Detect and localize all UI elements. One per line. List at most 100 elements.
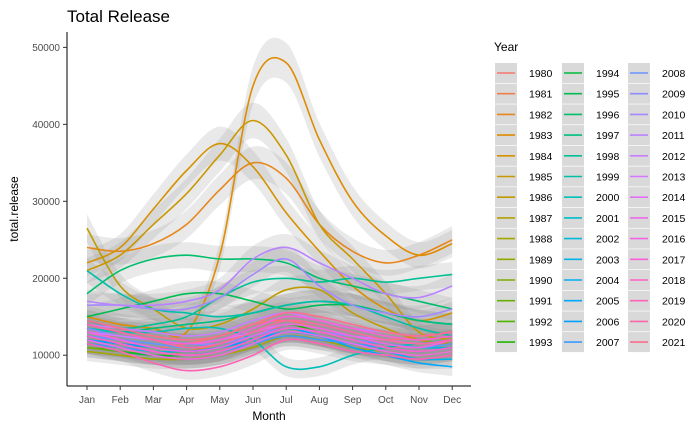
legend-label: 1997 xyxy=(596,130,620,142)
legend-label: 1998 xyxy=(596,151,620,163)
legend-label: 2001 xyxy=(596,213,620,225)
x-tick-label: Jul xyxy=(280,395,293,406)
legend-label: 1983 xyxy=(529,130,553,142)
legend-item-1983: 1983 xyxy=(495,125,553,146)
series-line-2015 xyxy=(86,331,453,360)
legend-item-2006: 2006 xyxy=(562,311,620,332)
y-tick-label: 40000 xyxy=(32,120,60,131)
legend-label: 1980 xyxy=(529,68,553,80)
y-tick-label: 20000 xyxy=(32,274,60,285)
legend-item-2020: 2020 xyxy=(628,311,686,332)
y-tick-label: 30000 xyxy=(32,197,60,208)
legend-label: 1993 xyxy=(529,337,553,349)
band-1996 xyxy=(87,242,453,321)
legend-item-1994: 1994 xyxy=(562,63,620,83)
legend-label: 2006 xyxy=(596,316,620,328)
series-line-2016 xyxy=(86,323,453,353)
x-tick-label: Nov xyxy=(410,395,428,406)
band-2015 xyxy=(87,321,453,369)
legend-item-2013: 2013 xyxy=(628,166,686,187)
x-tick-label: Apr xyxy=(179,395,195,406)
legend-label: 1987 xyxy=(529,213,553,225)
legend-item-1984: 1984 xyxy=(495,145,553,166)
series-line-2011 xyxy=(86,246,453,307)
legend-label: 2014 xyxy=(662,192,686,204)
series-line-2010 xyxy=(86,258,453,318)
legend-label: 1989 xyxy=(529,254,553,266)
legend-label: 1981 xyxy=(529,89,553,101)
legend-item-2010: 2010 xyxy=(628,104,686,125)
series-line-2019 xyxy=(86,338,453,372)
legend-label: 1982 xyxy=(529,109,553,121)
legend-item-2018: 2018 xyxy=(628,270,686,290)
legend-label: 1985 xyxy=(529,172,553,184)
legend-item-1997: 1997 xyxy=(562,125,620,146)
series-line-2018 xyxy=(86,327,453,357)
band-1984 xyxy=(87,126,453,332)
legend-label: 1996 xyxy=(596,109,620,121)
legend-item-2019: 2019 xyxy=(628,290,686,311)
legend-item-2002: 2002 xyxy=(562,228,620,249)
legend-label: 2008 xyxy=(662,68,686,80)
legend-label: 1991 xyxy=(529,296,553,308)
x-tick-label: Aug xyxy=(311,395,329,406)
legend-item-1992: 1992 xyxy=(495,311,553,332)
legend-label: 1988 xyxy=(529,234,553,246)
legend-label: 2018 xyxy=(662,275,686,287)
legend-label: 2017 xyxy=(662,254,686,266)
legend-item-2017: 2017 xyxy=(628,249,686,270)
legend-label: 2002 xyxy=(596,234,620,246)
x-tick-label: Feb xyxy=(112,395,130,406)
legend-label: 2005 xyxy=(596,296,620,308)
x-tick-label: Dec xyxy=(443,395,461,406)
legend-item-1986: 1986 xyxy=(495,187,553,208)
x-axis-title: Month xyxy=(252,409,285,423)
series-lines xyxy=(86,56,453,372)
band-1982 xyxy=(87,146,453,276)
legend-item-2004: 2004 xyxy=(562,270,620,290)
legend-label: 1992 xyxy=(529,316,553,328)
x-tick-label: Sep xyxy=(344,395,362,406)
legend-label: 1984 xyxy=(529,151,553,163)
legend-label: 2009 xyxy=(662,89,686,101)
series-line-2021 xyxy=(86,311,453,341)
y-axis-title: total.release xyxy=(7,176,21,242)
series-line-1982 xyxy=(86,161,453,264)
legend-label: 2016 xyxy=(662,234,686,246)
band-1985 xyxy=(87,102,453,350)
x-tick-label: Jun xyxy=(245,395,261,406)
legend-item-1981: 1981 xyxy=(495,83,553,104)
legend-item-1987: 1987 xyxy=(495,207,553,228)
legend-label: 1986 xyxy=(529,192,553,204)
legend-item-1998: 1998 xyxy=(562,145,620,166)
legend-item-1985: 1985 xyxy=(495,166,553,187)
legend-label: 2000 xyxy=(596,192,620,204)
legend-label: 2011 xyxy=(662,130,685,142)
legend-label: 2019 xyxy=(662,296,686,308)
legend-label: 2020 xyxy=(662,316,686,328)
legend-label: 2007 xyxy=(596,337,620,349)
x-tick-label: Mar xyxy=(145,395,163,406)
legend-item-2011: 2011 xyxy=(628,125,685,146)
band-1989 xyxy=(87,321,453,369)
legend-item-2009: 2009 xyxy=(628,83,686,104)
legend-item-2001: 2001 xyxy=(562,207,620,228)
legend-label: 2013 xyxy=(662,172,686,184)
band-2011 xyxy=(87,234,453,318)
legend-label: 1994 xyxy=(596,68,620,80)
axes xyxy=(66,32,471,387)
legend-item-2003: 2003 xyxy=(562,249,620,270)
legend-label: 1990 xyxy=(529,275,553,287)
legend-item-2014: 2014 xyxy=(628,187,686,208)
legend-label: 1995 xyxy=(596,89,620,101)
legend-item-1989: 1989 xyxy=(495,249,553,270)
legend-item-2012: 2012 xyxy=(628,145,686,166)
y-tick-label: 50000 xyxy=(32,43,60,54)
legend-item-1996: 1996 xyxy=(562,104,620,125)
legend-item-1991: 1991 xyxy=(495,290,553,311)
legend-label: 2015 xyxy=(662,213,686,225)
legend-item-1980: 1980 xyxy=(495,63,553,83)
legend-label: 2004 xyxy=(596,275,620,287)
legend-item-2000: 2000 xyxy=(562,187,620,208)
